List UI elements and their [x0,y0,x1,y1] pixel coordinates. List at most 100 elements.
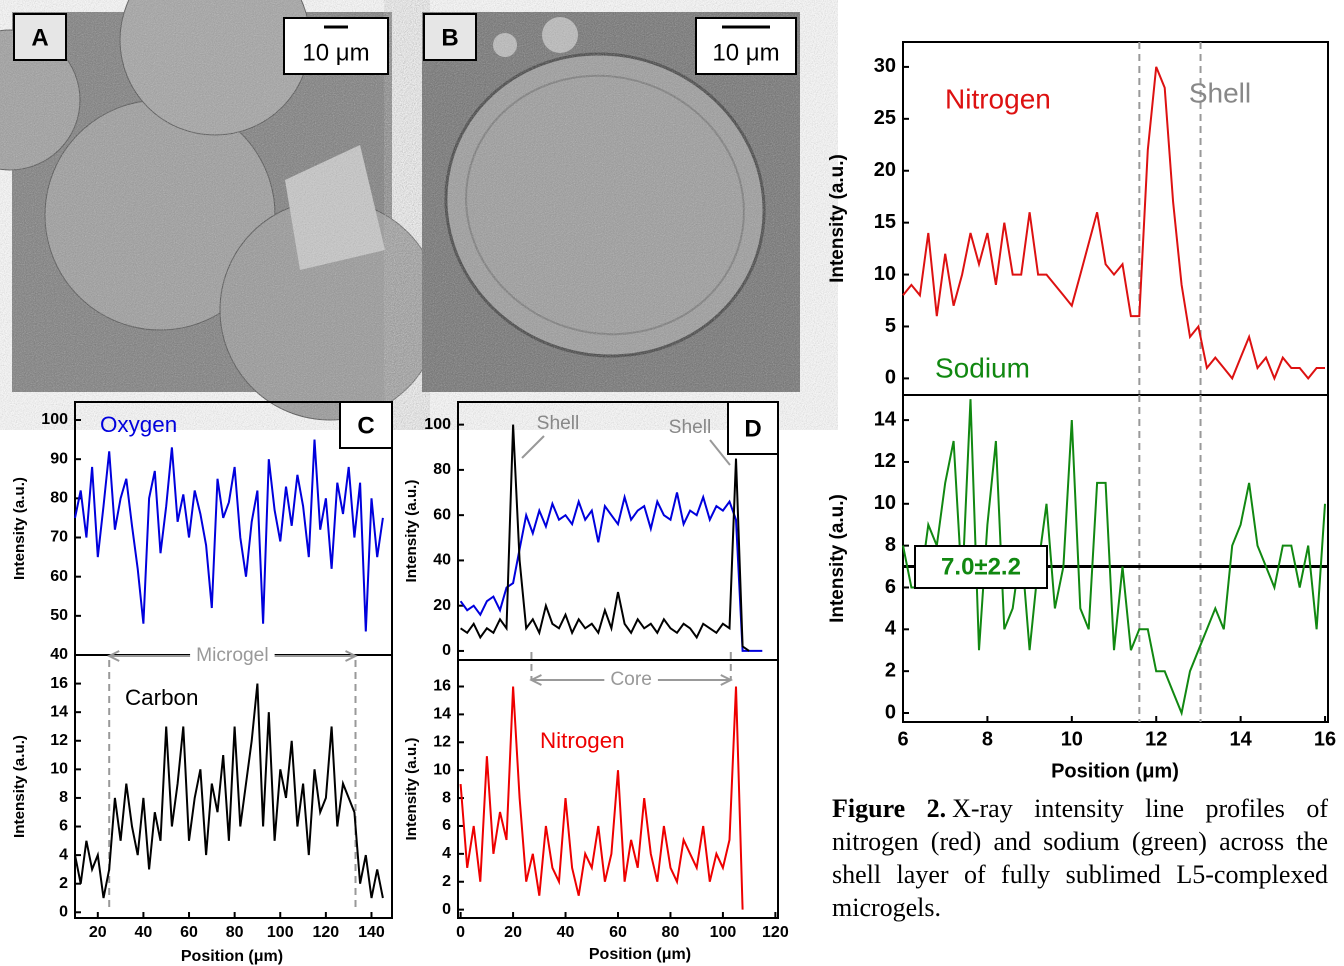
data-line [902,66,1325,382]
y-tick-label: 20 [433,597,451,614]
y-tick-label: 40 [433,552,451,569]
series-label: Nitrogen [540,728,625,753]
panel-label-box [339,401,393,449]
y-tick-label: 12 [433,733,451,750]
y-tick-label: 0 [442,642,451,659]
y-tick-label: 30 [874,55,896,77]
panel-label: A [31,24,48,51]
annotation: Shell [1189,77,1251,108]
y-tick-label: 14 [874,408,897,430]
y-tick-label: 0 [885,367,896,389]
y-tick-label: 25 [874,107,896,129]
y-tick-label: 50 [50,607,68,624]
x-tick-label: 120 [313,924,340,941]
x-tick-label: 20 [504,924,522,941]
y-tick-label: 60 [433,506,451,523]
series-label: Nitrogen [945,83,1051,114]
y-tick-label: 80 [433,461,451,478]
annotation: Shell [537,413,580,434]
x-axis-label: Position (μm) [1051,760,1179,782]
caption-text: X-ray intensity line profiles of nitroge… [832,794,1328,922]
annotation-arrow [521,435,545,459]
data-line [902,399,1326,717]
y-tick-label: 60 [50,568,68,585]
data-line [459,492,763,652]
y-tick-label: 16 [433,678,451,695]
y-tick-label: 70 [50,529,68,546]
series-label: Oxygen [100,412,177,437]
y-tick-label: 8 [442,789,451,806]
scale-label: 10 μm [302,39,369,66]
y-tick-label: 12 [50,732,68,749]
y-tick-label: 8 [885,534,896,556]
y-tick-label: 6 [885,576,896,598]
series-label: Carbon [125,685,198,710]
span-label-bg [190,645,275,667]
x-axis-label: Position (μm) [589,946,691,963]
panel-label-box [423,13,477,61]
x-tick-label: 6 [897,728,908,750]
data-line [459,686,744,910]
panel-label-box [13,13,67,61]
y-axis-label: Intensity (a.u.) [11,735,28,838]
x-tick-label: 140 [358,924,385,941]
y-tick-label: 6 [442,817,451,834]
y-tick-label: 40 [50,646,68,663]
x-tick-label: 80 [662,924,680,941]
y-tick-label: 4 [59,846,68,863]
data-line [460,424,750,652]
y-tick-label: 0 [59,904,68,921]
x-tick-label: 20 [89,924,107,941]
y-tick-label: 100 [424,416,451,433]
y-axis-label: Intensity (a.u.) [827,154,848,283]
sem-image-b [422,12,800,392]
x-tick-label: 40 [135,924,153,941]
y-tick-label: 10 [433,761,451,778]
span-label: Microgel [196,645,269,666]
x-tick-label: 0 [456,924,465,941]
y-tick-label: 5 [885,315,896,337]
y-tick-label: 8 [59,789,68,806]
y-tick-label: 20 [874,159,896,181]
plot-frame [457,659,779,919]
plot-frame [902,394,1329,723]
data-line [74,683,384,899]
image-texture [422,12,800,392]
data-line [74,439,384,632]
caption: Figure 2. X-ray intensity line profiles o… [832,792,1328,924]
y-tick-label: 80 [50,490,68,507]
y-tick-label: 10 [874,263,896,285]
x-tick-label: 60 [609,924,627,941]
x-tick-label: 40 [557,924,575,941]
y-tick-label: 14 [433,706,451,723]
x-tick-label: 100 [710,924,737,941]
y-tick-label: 0 [885,701,896,723]
image-texture [12,12,392,392]
annotation-arrow [709,439,731,466]
y-axis-label: Intensity (a.u.) [403,480,420,583]
y-tick-label: 90 [50,450,68,467]
y-axis-label: Intensity (a.u.) [403,738,420,841]
scale-label: 10 μm [712,39,779,66]
arrow-head [106,650,358,662]
x-tick-label: 120 [762,924,789,941]
y-tick-label: 4 [885,618,897,640]
span-label: Core [610,669,652,690]
mean-label: 7.0±2.2 [941,553,1021,580]
y-tick-label: 2 [885,659,896,681]
sem-image-a [0,0,441,421]
panel-label: D [744,415,761,442]
y-tick-label: 10 [50,761,68,778]
y-tick-label: 0 [442,901,451,918]
y-tick-label: 15 [874,211,896,233]
y-tick-label: 2 [442,873,451,890]
arrow-head [529,674,734,686]
x-tick-label: 16 [1314,728,1336,750]
x-tick-label: 60 [180,924,198,941]
x-tick-label: 10 [1061,728,1083,750]
y-axis-label: Intensity (a.u.) [827,494,848,623]
y-tick-label: 14 [50,703,68,720]
panel-label-box [727,401,779,455]
